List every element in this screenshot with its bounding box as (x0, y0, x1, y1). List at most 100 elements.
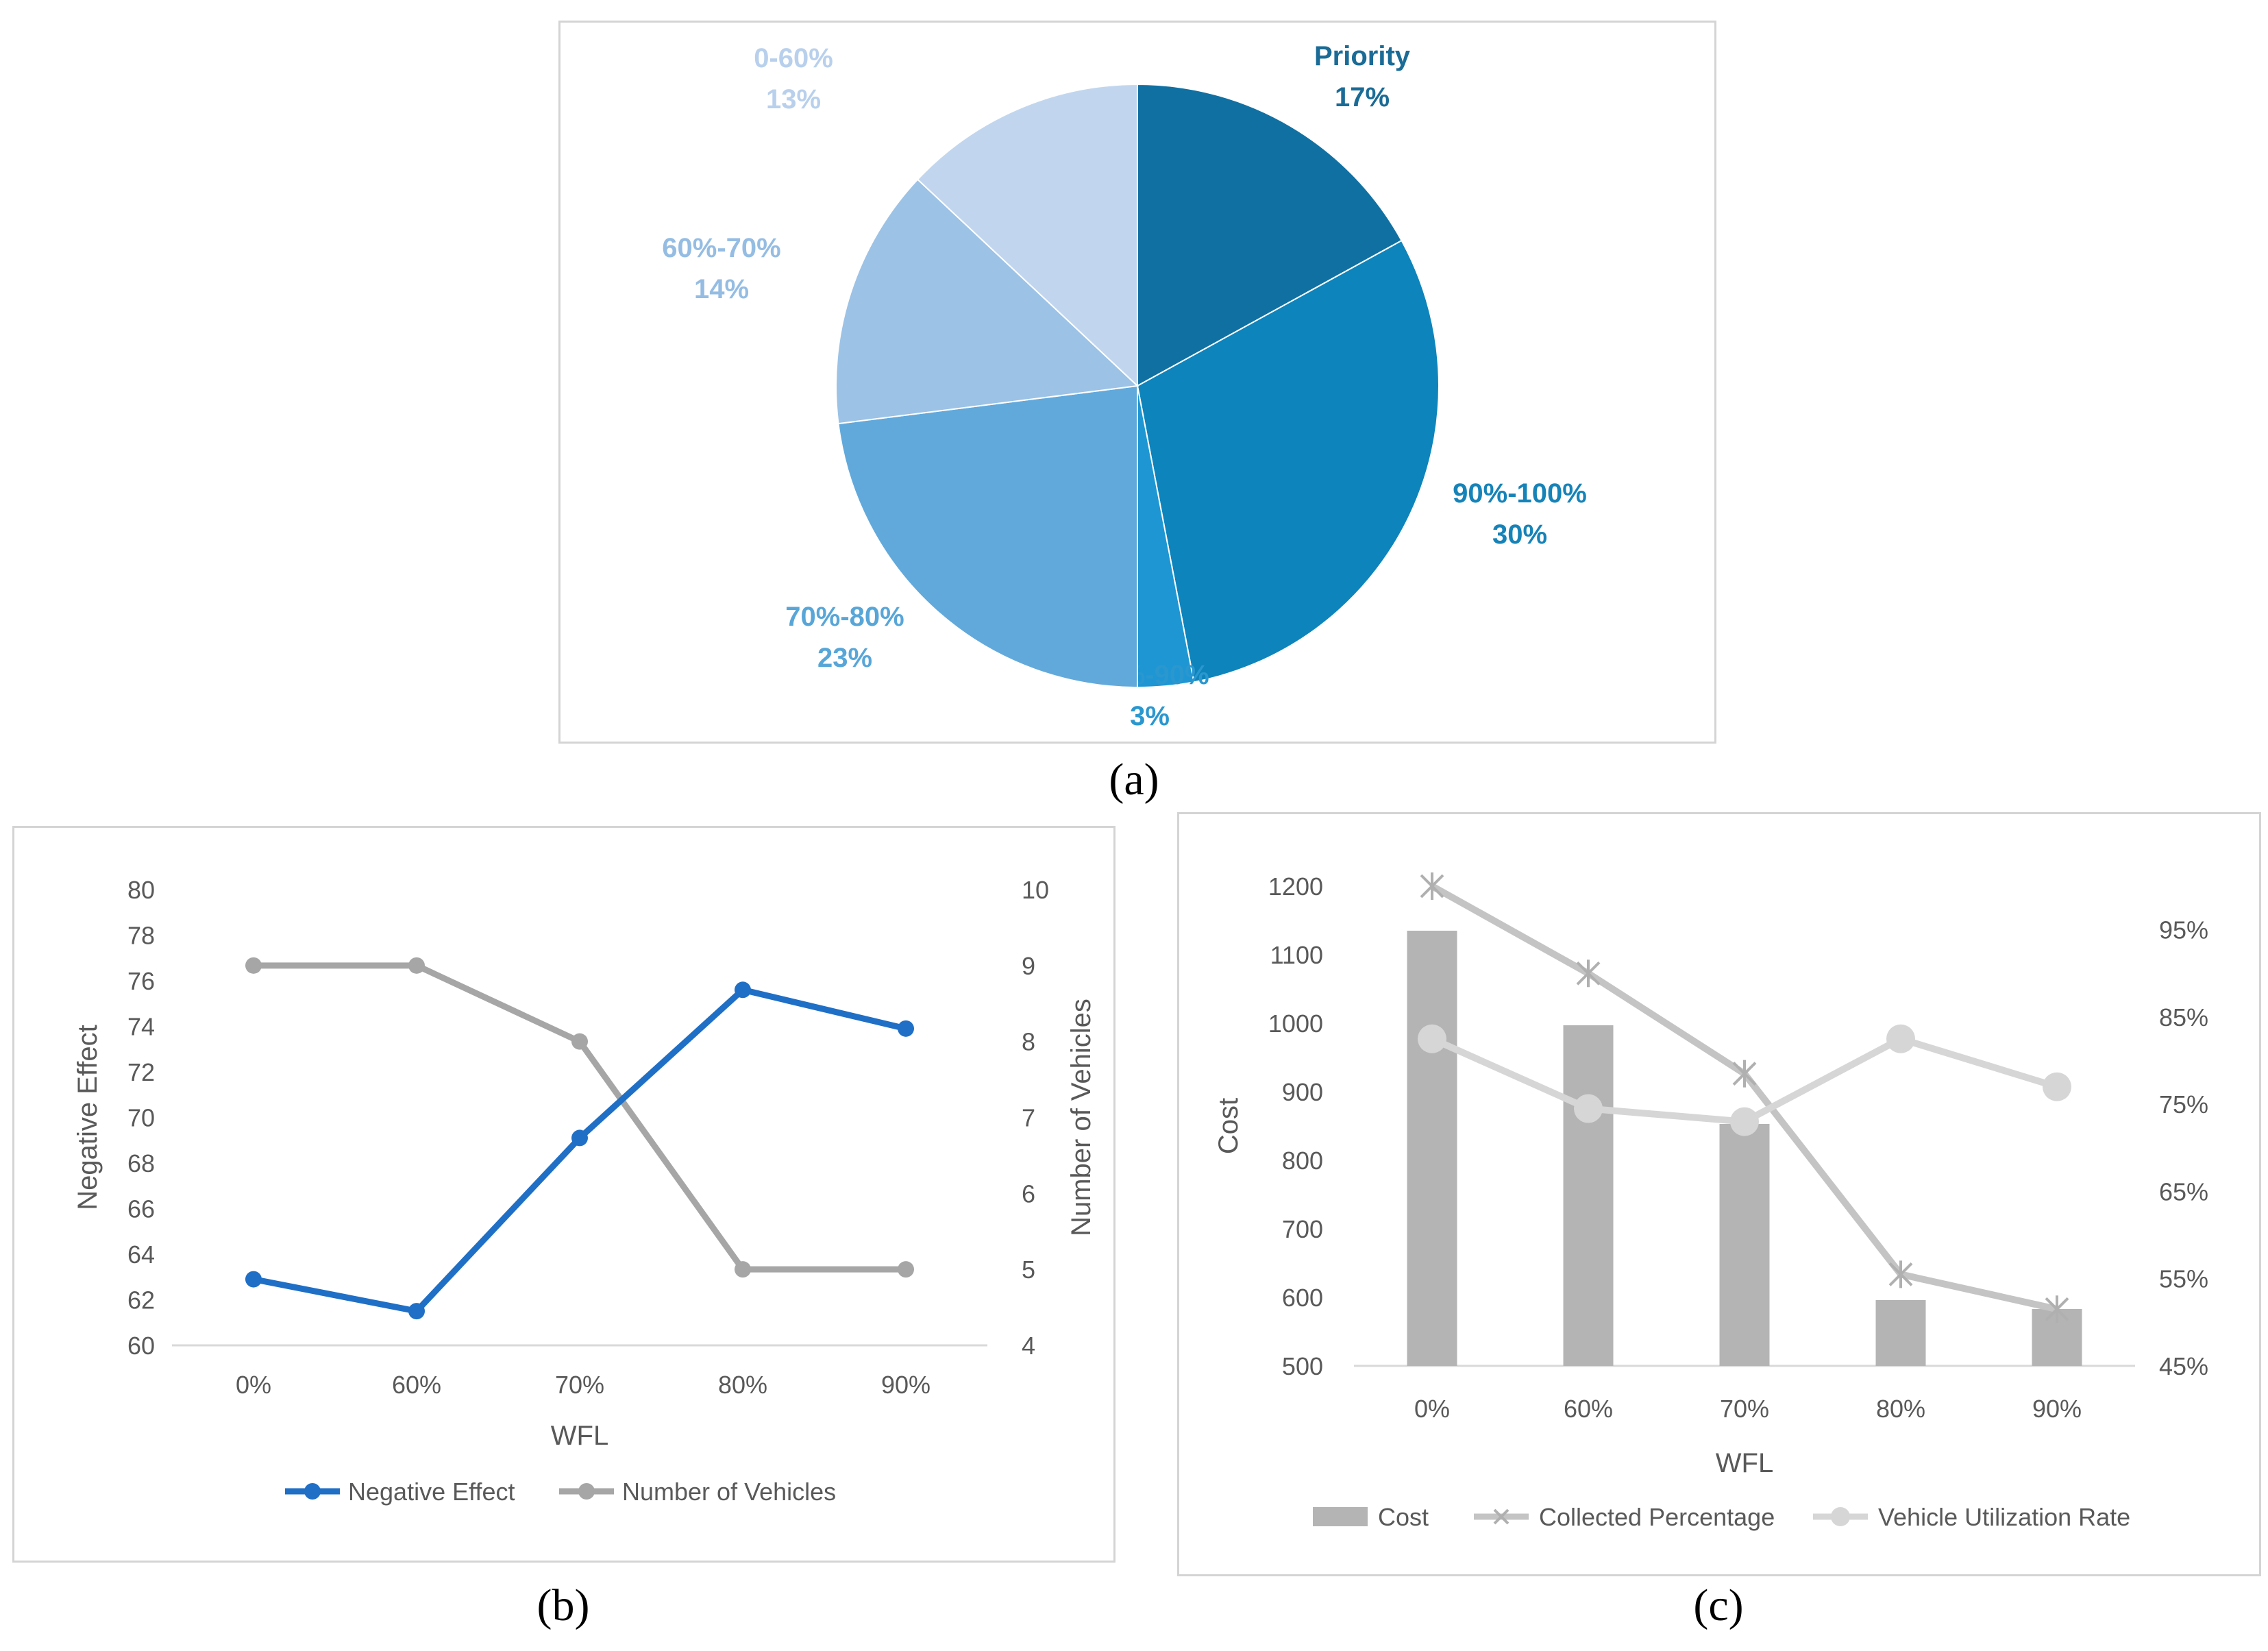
point-number-of-vehicles (408, 957, 425, 974)
y2-tick-label: 55% (2159, 1265, 2208, 1293)
y2-tick-label: 4 (1022, 1332, 1035, 1360)
pie-label-priority: Priority (1314, 41, 1411, 71)
x-tick-label: 0% (1414, 1395, 1450, 1423)
y-axis-title: Cost (1213, 1098, 1244, 1154)
y-tick-label: 900 (1282, 1078, 1323, 1106)
line-chart-panel: 60 62 64 66 68 70 72 74 76 78 80 4 5 6 7 8 9 10 0% 60% 70% 80… (12, 826, 1115, 1563)
y2-tick-label: 5 (1022, 1256, 1035, 1284)
legend-label-negative-effect: Negative Effect (348, 1478, 515, 1506)
series-line-number-of-vehicles (254, 962, 906, 1273)
y-axis-title: Negative Effect (73, 1025, 103, 1210)
x-tick-label: 90% (881, 1371, 930, 1399)
pie-value-priority: 17% (1335, 82, 1390, 112)
y2-axis-title: Number of Vehicles (1066, 999, 1096, 1236)
y-tick-label: 700 (1282, 1215, 1323, 1243)
point-vehicle-utilization-rate (1574, 1094, 1603, 1123)
y-tick-label: 800 (1282, 1147, 1323, 1175)
y-tick-label: 64 (127, 1240, 155, 1269)
pie-label-70-80: 70%-80% (785, 602, 904, 632)
y-tick-label: 60 (127, 1332, 155, 1360)
y-tick-label: 62 (127, 1286, 155, 1314)
point-vehicle-utilization-rate (1418, 1024, 1446, 1053)
y2-tick-label: 75% (2159, 1090, 2208, 1118)
x-axis-title: WFL (1716, 1448, 1773, 1478)
y2-tick-label: 8 (1022, 1028, 1035, 1056)
x-tick-label: 80% (1876, 1395, 1925, 1423)
y-tick-label: 500 (1282, 1352, 1323, 1380)
y-tick-label: 74 (127, 1013, 155, 1041)
y-tick-label: 600 (1282, 1284, 1323, 1312)
pie-chart-panel: Priority 17% 90%-100% 30% 80%-90% 3% 70%-80% 23… (558, 21, 1716, 744)
point-negative-effect (898, 1020, 914, 1037)
pie-label-90-100: 90%-100% (1453, 478, 1587, 509)
bar-cost (1719, 1124, 1770, 1366)
legend-marker-negative-effect (304, 1483, 321, 1500)
point-vehicle-utilization-rate (2043, 1072, 2071, 1101)
y-tick-label: 72 (127, 1058, 155, 1086)
combo-chart: 500 600 700 800 900 1000 1100 1200 45% 55% 65% 75% 8… (1213, 872, 2208, 1531)
y-tick-label: 1000 (1268, 1010, 1323, 1038)
pie-slice-priority (1137, 83, 1403, 387)
legend-label-cost: Cost (1378, 1503, 1429, 1531)
pie-slice-70-80 (837, 384, 1138, 689)
bar-cost (1407, 931, 1457, 1366)
point-number-of-vehicles (571, 1033, 588, 1050)
legend-label-vehicle-utilization-rate: Vehicle Utilization Rate (1878, 1503, 2130, 1531)
x-tick-label: 60% (392, 1371, 441, 1399)
y2-tick-label: 7 (1022, 1104, 1035, 1132)
point-negative-effect (735, 981, 751, 999)
pie-slice-60-70 (835, 178, 1139, 425)
y2-tick-label: 45% (2159, 1352, 2208, 1380)
point-collected-percentage (1732, 1060, 1757, 1088)
legend-marker-number-of-vehicles (578, 1483, 595, 1500)
x-tick-label: 0% (236, 1371, 271, 1399)
pie-value-90-100: 30% (1492, 519, 1547, 550)
pie-label-0-60: 0-60% (754, 43, 833, 73)
y2-tick-label: 9 (1022, 952, 1035, 980)
y-tick-label: 66 (127, 1195, 155, 1223)
y-tick-label: 70 (127, 1104, 155, 1132)
y2-tick-label: 65% (2159, 1177, 2208, 1206)
bar-cost (1875, 1300, 1926, 1366)
point-number-of-vehicles (245, 957, 262, 974)
point-collected-percentage (1888, 1260, 1913, 1288)
caption-a: (a) (1109, 755, 1159, 805)
pie-value-80-90: 3% (1130, 701, 1170, 731)
caption-c: (c) (1693, 1580, 1744, 1630)
y-tick-label: 78 (127, 922, 155, 950)
point-vehicle-utilization-rate (1886, 1024, 1915, 1053)
y2-tick-label: 85% (2159, 1003, 2208, 1031)
legend-label-collected-percentage: Collected Percentage (1539, 1503, 1775, 1531)
y2-tick-label: 6 (1022, 1179, 1035, 1208)
pie-value-0-60: 13% (766, 84, 821, 114)
y-tick-label: 68 (127, 1149, 155, 1177)
point-vehicle-utilization-rate (1730, 1107, 1759, 1136)
point-collected-percentage (1576, 959, 1601, 988)
x-axis-title: WFL (551, 1421, 608, 1451)
legend-label-number-of-vehicles: Number of Vehicles (622, 1478, 836, 1506)
pie-value-60-70: 14% (694, 274, 749, 304)
y-tick-label: 76 (127, 967, 155, 995)
x-tick-label: 60% (1564, 1395, 1613, 1423)
point-number-of-vehicles (735, 1261, 751, 1278)
pie-label-60-70: 60%-70% (662, 233, 780, 263)
y-tick-label: 1100 (1270, 941, 1323, 969)
bar-cost (1563, 1025, 1614, 1366)
caption-b: (b) (537, 1580, 590, 1630)
pie-slice-90-100 (1136, 239, 1440, 683)
legend-marker-collected-percentage (1493, 1508, 1509, 1525)
pie-chart: Priority17%90%-100%30%80%-90%3%70%-80%23… (662, 41, 1587, 731)
y-tick-label: 80 (127, 876, 155, 904)
x-tick-label: 80% (718, 1371, 767, 1399)
pie-value-70-80: 23% (817, 643, 872, 673)
x-tick-label: 70% (1720, 1395, 1769, 1423)
point-collected-percentage (1420, 872, 1444, 900)
legend-swatch-cost (1313, 1507, 1368, 1526)
point-negative-effect (571, 1129, 588, 1147)
point-negative-effect (245, 1271, 262, 1288)
y-tick-label: 1200 (1268, 872, 1323, 901)
y2-tick-label: 10 (1022, 876, 1049, 904)
legend-marker-vehicle-utilization-rate (1831, 1507, 1850, 1526)
point-number-of-vehicles (898, 1261, 914, 1278)
